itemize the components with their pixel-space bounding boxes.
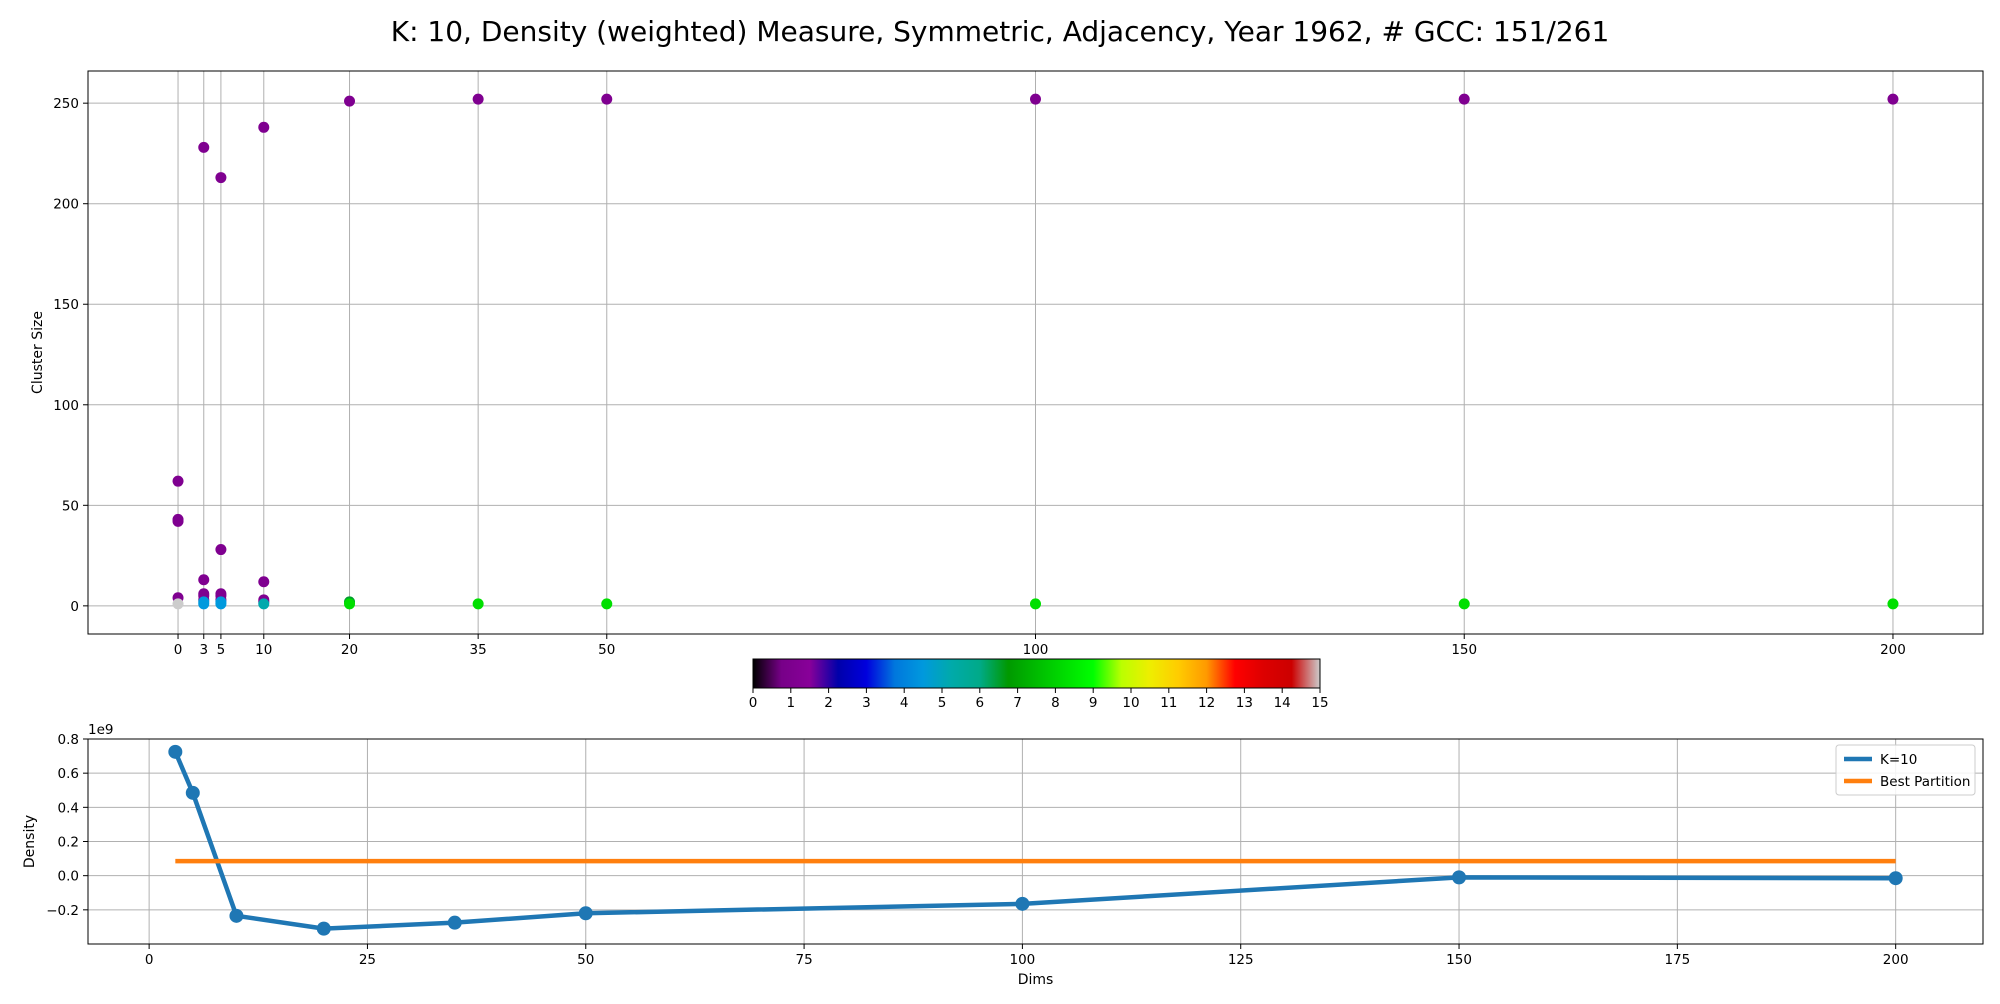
colorbar-tick-label: 15	[1311, 695, 1328, 711]
y-tick-label: 100	[53, 398, 79, 414]
y-tick-label: 0.6	[58, 766, 79, 782]
cluster-point	[1458, 93, 1470, 105]
series-point	[1888, 871, 1903, 886]
series-point	[185, 785, 200, 800]
cluster-point	[172, 475, 184, 487]
line-axes-frame	[87, 738, 1984, 945]
colorbar-tick-label: 7	[1013, 695, 1022, 711]
x-tick-label: 5	[217, 642, 226, 658]
x-tick-label: 20	[341, 642, 358, 658]
colorbar-tick-label: 10	[1122, 695, 1139, 711]
y-tick-label: 50	[62, 498, 79, 514]
colorbar-tick-label: 6	[976, 695, 985, 711]
series-point	[168, 744, 183, 759]
cluster-point	[258, 576, 270, 588]
legend-entry-label: K=10	[1880, 752, 1917, 768]
cluster-point	[215, 172, 227, 184]
y-tick-label: 0.4	[58, 800, 79, 816]
colorbar: 0 1 2 3 4 5 6 7 8 9 10 11 12 13 14 15	[749, 658, 1329, 711]
density-line-panel: 0 25 50 75 100 125 150 175 200 −0.2 0.0 0.2 0.4 0.6 0.…	[22, 722, 1984, 988]
colorbar-tick-label: 12	[1198, 695, 1215, 711]
cluster-point	[172, 598, 184, 610]
colorbar-tick-label: 3	[862, 695, 871, 711]
series-point	[1015, 896, 1030, 911]
x-tick-label: 75	[795, 952, 812, 968]
cluster-point	[198, 141, 210, 153]
series-point	[1452, 870, 1467, 885]
cluster-point	[1030, 598, 1041, 610]
x-tick-label: 100	[1023, 642, 1049, 658]
x-tick-label: 10	[255, 642, 272, 658]
cluster-point	[472, 598, 484, 610]
colorbar-bar	[752, 658, 1321, 689]
colorbar-tick-label: 13	[1236, 695, 1253, 711]
x-tick-label: 200	[1880, 642, 1906, 658]
scatter-y-axis-label: Cluster Size	[30, 311, 46, 394]
x-tick-label: 35	[470, 642, 487, 658]
y-tick-label: 150	[53, 297, 79, 313]
colorbar-tick-label: 11	[1160, 695, 1177, 711]
y-offset-label: 1e9	[88, 722, 113, 738]
cluster-point	[215, 544, 227, 556]
cluster-point	[344, 95, 356, 107]
colorbar-tick-label: 14	[1274, 695, 1291, 711]
cluster-point	[344, 598, 356, 610]
x-tick-label: 125	[1228, 952, 1254, 968]
cluster-point	[1887, 598, 1899, 610]
cluster-point	[198, 598, 210, 610]
legend-entry-label: Best Partition	[1880, 774, 1970, 790]
x-tick-label: 50	[577, 952, 594, 968]
x-tick-label: 200	[1883, 952, 1909, 968]
cluster-point	[258, 121, 270, 133]
cluster-size-scatter-panel: 0 3 5 10 20 35 50 100 150 200050100150200250Clust…	[30, 70, 1984, 658]
cluster-point	[1030, 93, 1041, 105]
colorbar-tick-label: 2	[824, 695, 833, 711]
cluster-point	[198, 574, 210, 586]
x-tick-label: 175	[1664, 952, 1690, 968]
x-tick-label: 0	[174, 642, 183, 658]
colorbar-tick-label: 8	[1051, 695, 1060, 711]
colorbar-tick-label: 1	[787, 695, 796, 711]
series-point	[578, 906, 593, 921]
x-tick-label: 150	[1446, 952, 1472, 968]
x-tick-label: 25	[359, 952, 376, 968]
colorbar-tick-label: 4	[900, 695, 909, 711]
colorbar-tick-label: 9	[1089, 695, 1098, 711]
cluster-point	[601, 93, 613, 105]
line-x-axis-label: Dims	[1018, 972, 1054, 988]
x-tick-label: 150	[1451, 642, 1477, 658]
cluster-point	[1458, 598, 1470, 610]
y-tick-label: 0	[70, 599, 79, 615]
x-tick-label: 100	[1010, 952, 1036, 968]
cluster-point	[472, 93, 484, 105]
y-tick-label: 0.0	[58, 869, 79, 885]
figure-title: K: 10, Density (weighted) Measure, Symme…	[391, 15, 1610, 48]
cluster-point	[601, 598, 613, 610]
scatter-axes-frame	[87, 70, 1984, 635]
cluster-point	[258, 598, 270, 610]
cluster-point	[172, 515, 184, 527]
y-tick-label: 200	[53, 197, 79, 213]
y-tick-label: 0.2	[58, 835, 79, 851]
series-point	[316, 921, 331, 936]
x-tick-label: 50	[598, 642, 615, 658]
cluster-point	[1887, 93, 1899, 105]
y-tick-label: 250	[53, 96, 79, 112]
line-y-axis-label: Density	[22, 815, 38, 868]
colorbar-tick-label: 5	[938, 695, 947, 711]
series-point	[229, 908, 244, 923]
y-tick-label: 0.8	[58, 732, 79, 748]
cluster-point	[215, 598, 227, 610]
colorbar-tick-label: 0	[749, 695, 758, 711]
x-tick-label: 3	[199, 642, 208, 658]
series-point	[447, 915, 462, 930]
x-tick-label: 0	[145, 952, 154, 968]
y-tick-label: −0.2	[46, 903, 79, 919]
